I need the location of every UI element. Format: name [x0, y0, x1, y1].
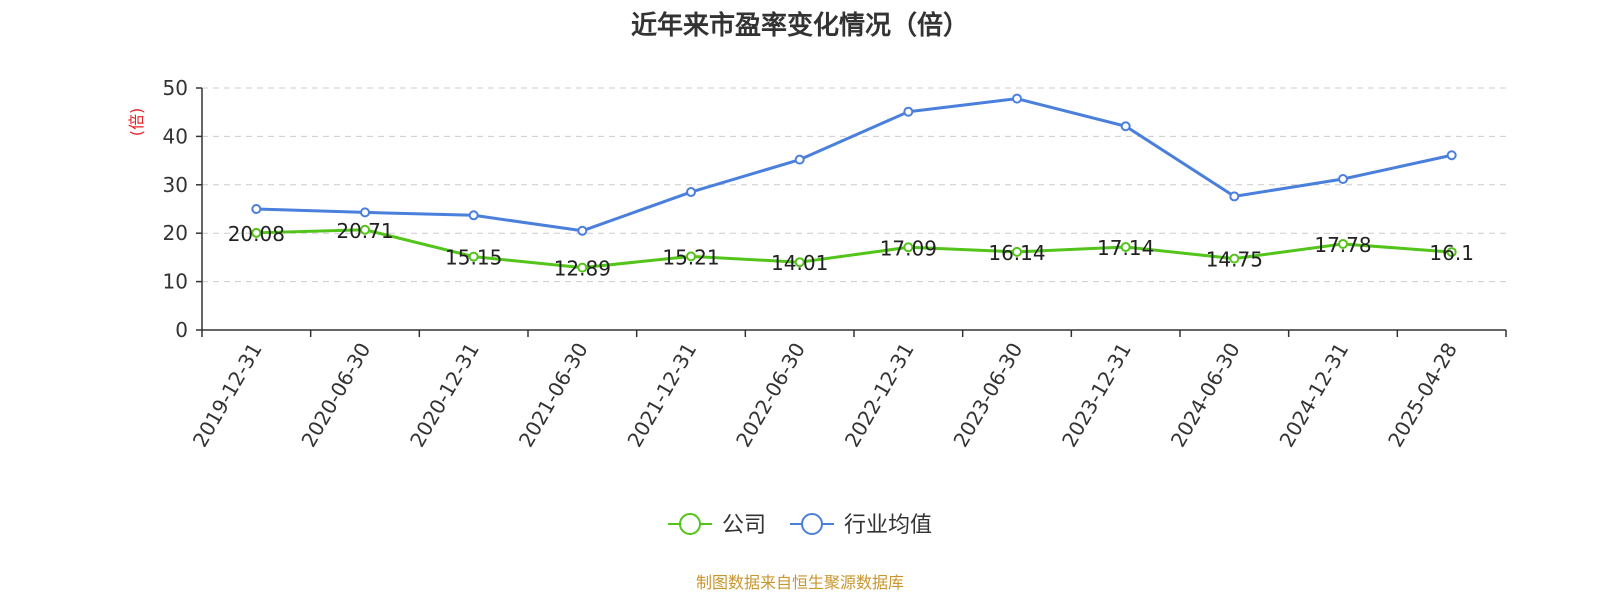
data-point[interactable]: [1446, 150, 1457, 161]
x-tick-label: 2022-06-30: [731, 339, 810, 452]
data-point[interactable]: [468, 251, 479, 262]
legend-swatch-marker: [679, 513, 701, 535]
data-point[interactable]: [1120, 121, 1131, 132]
data-point[interactable]: [360, 224, 370, 235]
data-point[interactable]: [1229, 191, 1240, 202]
data-point[interactable]: [1338, 173, 1348, 184]
data-label: 17.14: [1097, 236, 1154, 260]
series-layer: [251, 93, 1457, 273]
legend-swatch-marker: [801, 513, 823, 535]
data-point[interactable]: [794, 257, 805, 268]
axis-layer: 0 10 20 30 40 50 2019-12-31 2020-06-30 2020-12-3…: [163, 76, 1507, 452]
x-tick-label: 2020-06-30: [296, 339, 375, 452]
data-point[interactable]: [360, 207, 370, 218]
data-label: 16.1: [1429, 241, 1474, 265]
data-point[interactable]: [577, 262, 588, 273]
legend[interactable]: 公司 行业均值: [668, 513, 932, 538]
data-point[interactable]: [903, 242, 914, 253]
x-tick-label: 2021-06-30: [514, 339, 593, 452]
series-line-1: [256, 97, 1452, 233]
x-tick-label: 2021-12-31: [622, 339, 701, 452]
data-point[interactable]: [1120, 242, 1131, 253]
data-label: 20.71: [336, 219, 393, 243]
legend-label: 行业均值: [844, 513, 932, 538]
y-tick-label: 20: [163, 221, 188, 245]
y-tick-label: 10: [163, 270, 188, 294]
y-tick-label: 40: [163, 124, 188, 148]
data-point[interactable]: [1338, 238, 1348, 249]
data-label: 14.01: [771, 251, 828, 275]
data-point[interactable]: [1446, 247, 1457, 258]
x-tick-label: 2024-06-30: [1166, 339, 1245, 452]
data-label: 17.78: [1314, 233, 1371, 257]
data-label: 17.09: [880, 236, 937, 260]
data-point[interactable]: [794, 154, 805, 165]
data-label: 16.14: [988, 241, 1045, 265]
data-label-layer: 20.08 20.71 15.15 12.89 15.21 14.01 17.09 16.14…: [228, 219, 1474, 281]
data-label: 14.75: [1206, 248, 1263, 272]
data-point[interactable]: [1229, 253, 1240, 264]
data-label: 15.15: [445, 246, 502, 270]
x-tick-label: 2019-12-31: [188, 339, 267, 452]
y-axis-unit-label: (倍): [127, 108, 146, 137]
x-tick-label: 2024-12-31: [1274, 339, 1353, 452]
chart-title: 近年来市盈率变化情况（倍）: [631, 10, 969, 41]
data-label: 15.21: [662, 245, 719, 269]
source-note: 制图数据来自恒生聚源数据库: [696, 573, 904, 592]
x-tick-label: 2023-12-31: [1057, 339, 1136, 452]
y-tick-label: 50: [163, 76, 188, 100]
data-point[interactable]: [1012, 246, 1022, 257]
data-point[interactable]: [251, 227, 262, 238]
data-label: 12.89: [554, 257, 611, 281]
x-tick-label: 2022-12-31: [840, 338, 919, 451]
data-point[interactable]: [903, 106, 914, 117]
data-point[interactable]: [251, 204, 262, 214]
y-tick-label: 0: [175, 318, 188, 342]
data-point[interactable]: [686, 251, 696, 262]
data-point[interactable]: [468, 210, 479, 221]
legend-item-0[interactable]: 公司: [668, 513, 766, 538]
x-tick-label: 2025-04-28: [1383, 339, 1462, 452]
data-point[interactable]: [577, 225, 588, 236]
x-tick-label: 2020-12-31: [405, 338, 484, 451]
data-point[interactable]: [686, 187, 696, 198]
data-label: 20.08: [228, 222, 285, 246]
x-tick-label: 2023-06-30: [948, 339, 1027, 452]
legend-label: 公司: [722, 513, 766, 538]
data-point[interactable]: [1012, 93, 1022, 104]
legend-item-1[interactable]: 行业均值: [790, 513, 932, 538]
y-tick-label: 30: [163, 173, 188, 197]
series-line-0: [256, 228, 1452, 270]
